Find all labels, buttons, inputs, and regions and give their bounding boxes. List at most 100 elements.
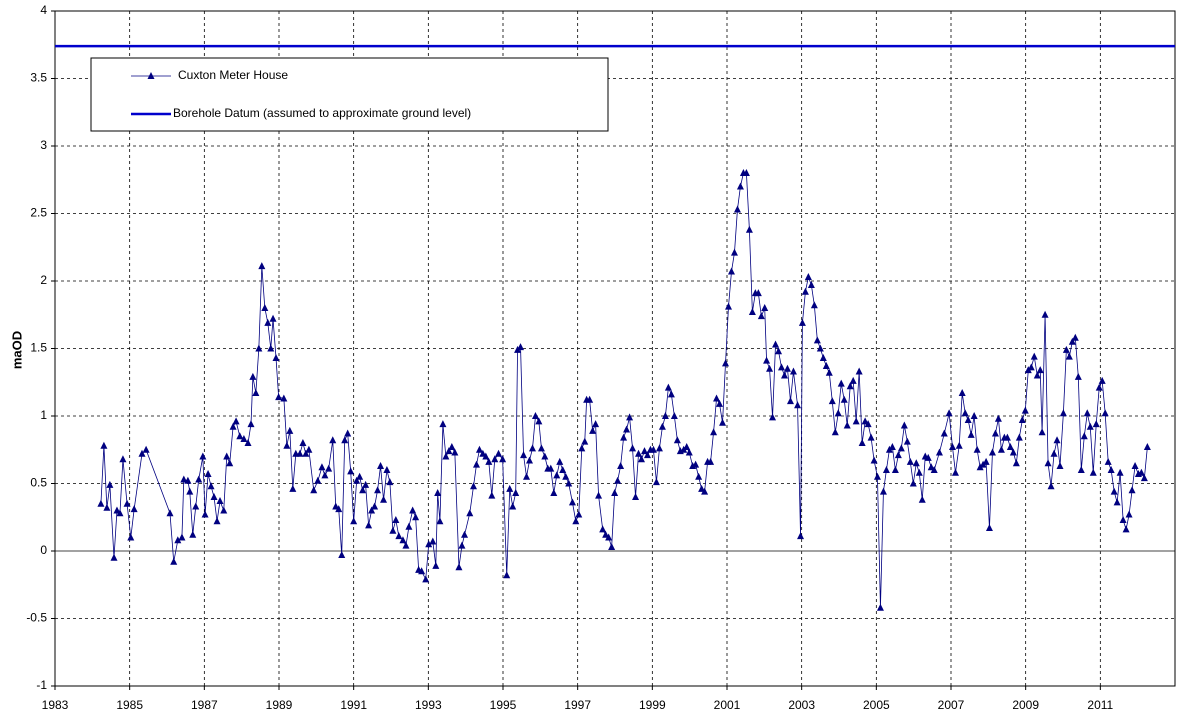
point-marker [1068,337,1076,345]
point-marker [589,426,597,434]
point-marker [116,509,124,517]
point-marker [840,395,848,403]
point-marker [629,444,637,452]
point-marker [240,434,248,442]
point-marker [207,482,215,490]
point-marker [786,397,794,405]
point-marker [964,416,972,424]
point-marker [991,429,999,437]
point-marker [632,493,640,500]
point-marker [620,433,628,441]
point-marker [745,225,753,233]
point-marker [1074,372,1082,380]
point-marker [1122,525,1130,533]
point-marker [855,367,863,375]
point-marker [1027,363,1035,371]
point-marker [754,289,762,297]
point-marker [568,498,576,506]
point-marker [97,499,105,507]
point-marker [870,456,878,464]
point-marker [335,505,343,513]
point-marker [652,478,660,486]
y-tick-label: -1 [36,678,47,692]
point-marker [742,169,750,176]
x-tick-label: 2001 [714,698,741,712]
point-marker [491,455,499,463]
point-marker [1107,466,1115,473]
point-marker [541,452,549,460]
point-marker [1089,468,1097,476]
point-marker [377,461,385,469]
point-marker [623,425,631,433]
point-marker [1098,376,1106,384]
point-marker [722,359,730,367]
point-marker [166,509,174,517]
point-marker [402,541,410,549]
y-tick-label: 1 [40,408,47,422]
point-marker [655,444,663,452]
point-marker [882,466,890,473]
x-tick-label: 2009 [1012,698,1039,712]
point-marker [664,383,672,391]
point-marker [201,510,209,518]
point-marker [314,476,322,484]
point-marker [392,515,400,523]
point-marker [485,457,493,465]
point-marker [562,472,570,480]
y-tick-label: 2 [40,273,47,287]
point-marker [418,567,426,575]
point-marker [184,476,192,484]
point-marker [442,452,450,460]
point-marker [1050,449,1058,457]
point-marker [640,447,648,455]
point-marker [605,533,613,541]
point-marker [405,522,413,530]
point-marker [451,448,459,456]
point-marker [559,466,567,473]
point-marker [475,445,483,453]
point-marker [967,430,975,438]
point-marker [852,417,860,425]
point-marker [586,395,594,403]
point-marker [1071,333,1079,341]
y-tick-label: 1.5 [30,341,47,355]
point-marker [988,448,996,456]
point-marker [386,478,394,486]
point-marker [825,368,833,376]
point-marker [1047,482,1055,490]
legend-marker [147,72,155,79]
y-tick-label: 4 [40,3,47,17]
point-marker [100,441,108,449]
point-marker [897,444,905,452]
point-marker [229,422,237,430]
point-marker [894,451,902,459]
point-marker [778,363,786,371]
point-marker [945,409,953,417]
point-marker [940,429,948,437]
point-marker [846,382,854,390]
point-marker [506,484,514,492]
point-marker [834,409,842,417]
point-marker [828,397,836,405]
point-marker [935,448,943,456]
point-marker [305,445,313,453]
point-marker [412,513,420,521]
point-marker [409,506,417,514]
point-marker [210,493,218,500]
point-marker [123,499,131,507]
point-marker [638,455,646,463]
point-marker [389,526,397,534]
point-marker [461,530,469,538]
point-marker [1140,474,1148,482]
y-tick-label: -0.5 [26,611,47,625]
point-marker [537,444,545,452]
point-marker [819,353,827,361]
point-marker [488,491,496,499]
point-marker [365,521,373,529]
point-marker [794,401,802,409]
y-tick-label: 3 [40,138,47,152]
point-marker [362,480,370,488]
point-marker [1012,459,1020,467]
point-marker [422,575,430,583]
point-marker [1062,345,1070,353]
